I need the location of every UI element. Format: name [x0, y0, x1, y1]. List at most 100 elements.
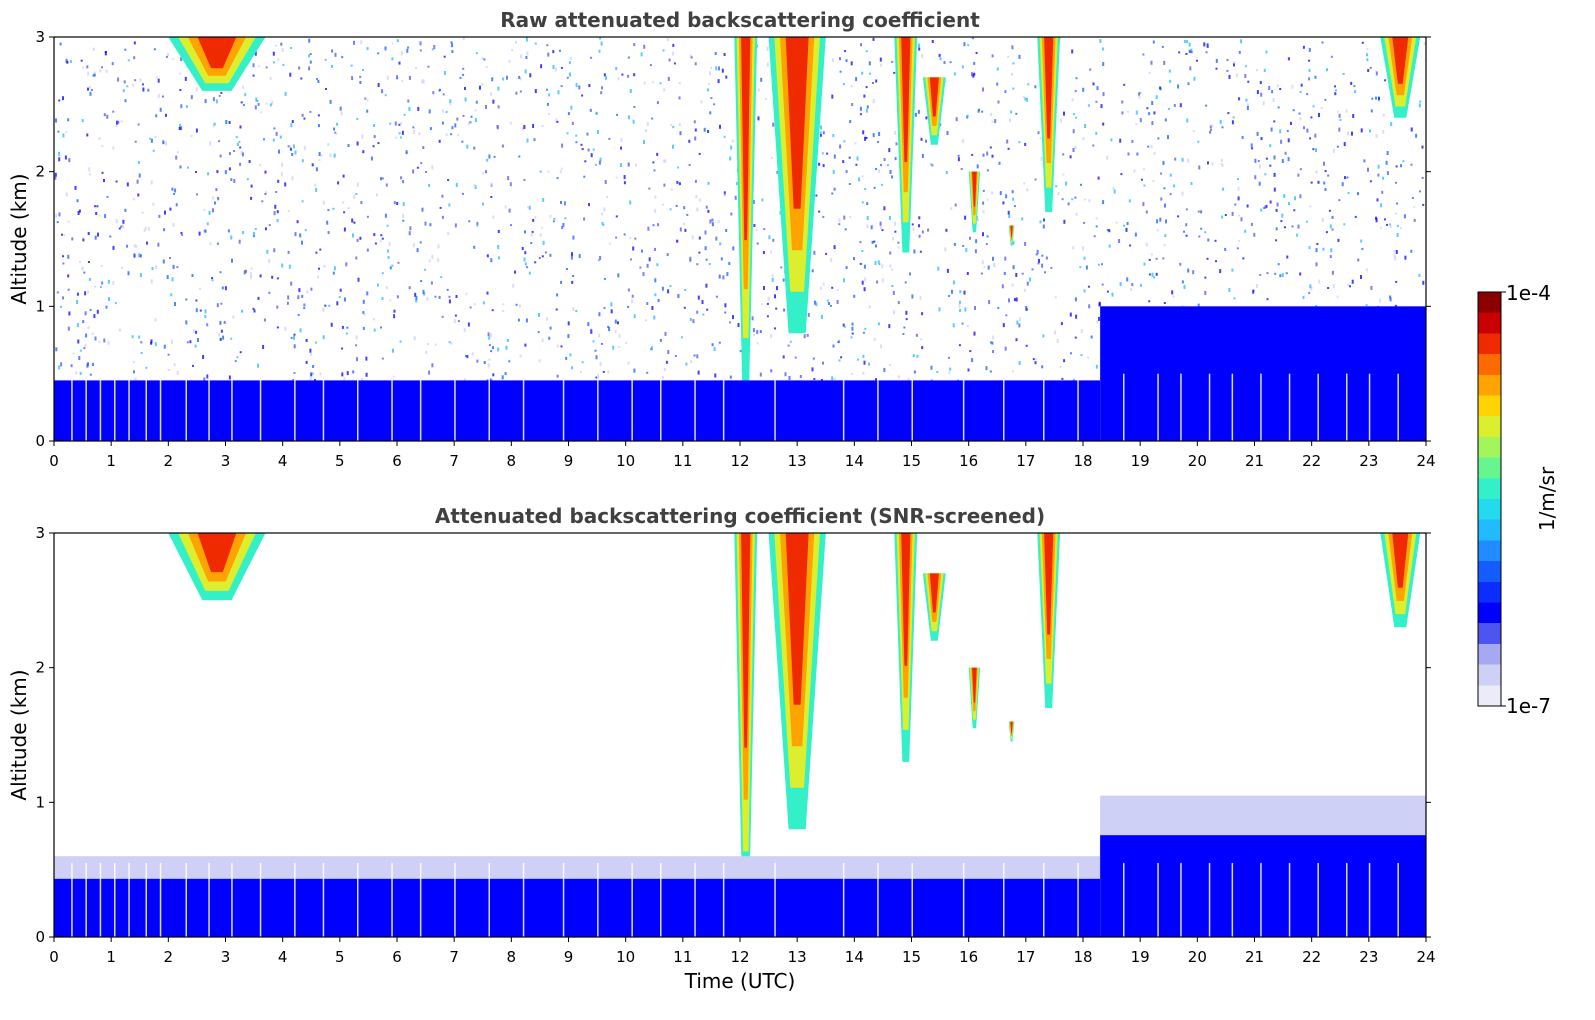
noise-speckle — [332, 207, 335, 210]
noise-speckle — [931, 40, 934, 43]
noise-speckle — [177, 151, 179, 154]
noise-speckle — [84, 343, 87, 347]
noise-speckle — [297, 313, 300, 316]
noise-speckle — [920, 338, 923, 341]
noise-speckle — [412, 243, 415, 248]
noise-speckle — [705, 258, 708, 261]
noise-speckle — [250, 184, 253, 188]
noise-speckle — [583, 175, 586, 178]
noise-speckle — [1126, 222, 1129, 225]
noise-speckle — [822, 361, 824, 365]
x-tick-label: 14 — [845, 452, 864, 470]
noise-speckle — [217, 333, 220, 337]
noise-speckle — [217, 242, 219, 245]
noise-speckle — [647, 226, 650, 231]
noise-speckle — [501, 144, 504, 148]
noise-speckle — [117, 120, 120, 124]
noise-speckle — [448, 203, 451, 207]
noise-speckle — [866, 105, 869, 109]
noise-speckle — [396, 39, 399, 43]
noise-speckle — [1321, 217, 1324, 222]
noise-speckle — [78, 209, 81, 213]
noise-speckle — [1083, 289, 1086, 293]
noise-speckle — [133, 370, 135, 374]
noise-speckle — [289, 72, 292, 77]
noise-speckle — [862, 354, 865, 358]
noise-speckle — [363, 313, 366, 316]
noise-speckle — [1302, 295, 1305, 299]
noise-speckle — [1287, 138, 1290, 143]
noise-speckle — [463, 328, 466, 333]
noise-speckle — [1260, 92, 1263, 97]
noise-speckle — [81, 119, 84, 123]
noise-speckle — [1375, 134, 1378, 138]
noise-speckle — [698, 251, 701, 254]
noise-speckle — [395, 136, 398, 139]
noise-speckle — [287, 145, 290, 148]
noise-speckle — [1221, 163, 1224, 167]
noise-speckle — [155, 76, 158, 79]
noise-speckle — [1262, 101, 1265, 106]
noise-speckle — [282, 63, 285, 66]
data-gap — [419, 862, 422, 937]
x-tick-label: 1 — [106, 452, 116, 470]
noise-speckle — [1382, 129, 1385, 134]
noise-speckle — [1399, 227, 1402, 230]
noise-speckle — [753, 333, 756, 336]
noise-speckle — [504, 205, 507, 209]
noise-speckle — [191, 274, 194, 277]
noise-speckle — [730, 212, 733, 216]
noise-speckle — [1177, 84, 1180, 89]
noise-speckle — [372, 145, 375, 148]
noise-speckle — [290, 123, 293, 128]
noise-speckle — [508, 59, 511, 63]
noise-speckle — [1185, 53, 1188, 55]
noise-speckle — [195, 308, 198, 313]
noise-speckle — [143, 229, 146, 233]
noise-speckle — [179, 165, 182, 169]
noise-speckle — [491, 77, 494, 82]
noise-speckle — [643, 44, 646, 49]
noise-speckle — [190, 95, 193, 100]
noise-speckle — [377, 142, 380, 145]
noise-speckle — [677, 294, 680, 298]
noise-speckle — [195, 330, 198, 334]
data-gap — [562, 862, 565, 937]
noise-speckle — [1080, 183, 1082, 186]
noise-speckle — [1055, 185, 1058, 188]
noise-speckle — [1315, 148, 1317, 153]
noise-speckle — [1260, 137, 1263, 141]
noise-speckle — [1411, 197, 1414, 199]
noise-speckle — [195, 87, 198, 92]
noise-speckle — [86, 133, 89, 137]
noise-speckle — [967, 44, 970, 47]
noise-speckle — [88, 277, 91, 281]
noise-speckle — [1321, 41, 1324, 44]
noise-speckle — [101, 66, 103, 69]
noise-speckle — [1221, 215, 1224, 219]
noise-speckle — [473, 303, 476, 306]
noise-speckle — [112, 146, 115, 150]
noise-speckle — [918, 47, 921, 51]
noise-speckle — [832, 169, 835, 174]
noise-speckle — [474, 118, 477, 123]
data-gap — [631, 862, 633, 937]
noise-speckle — [1074, 297, 1077, 302]
noise-speckle — [257, 102, 260, 106]
noise-speckle — [1287, 157, 1290, 162]
noise-speckle — [1160, 197, 1163, 201]
noise-speckle — [224, 170, 227, 175]
noise-speckle — [1370, 109, 1373, 113]
noise-speckle — [483, 361, 486, 364]
noise-speckle — [663, 88, 666, 92]
noise-speckle — [897, 246, 900, 249]
noise-speckle — [529, 73, 532, 78]
noise-speckle — [526, 138, 529, 143]
noise-speckle — [624, 341, 627, 344]
noise-speckle — [948, 356, 950, 359]
noise-speckle — [1376, 198, 1379, 202]
noise-speckle — [652, 224, 655, 227]
noise-speckle — [60, 362, 63, 367]
noise-speckle — [1061, 198, 1064, 201]
